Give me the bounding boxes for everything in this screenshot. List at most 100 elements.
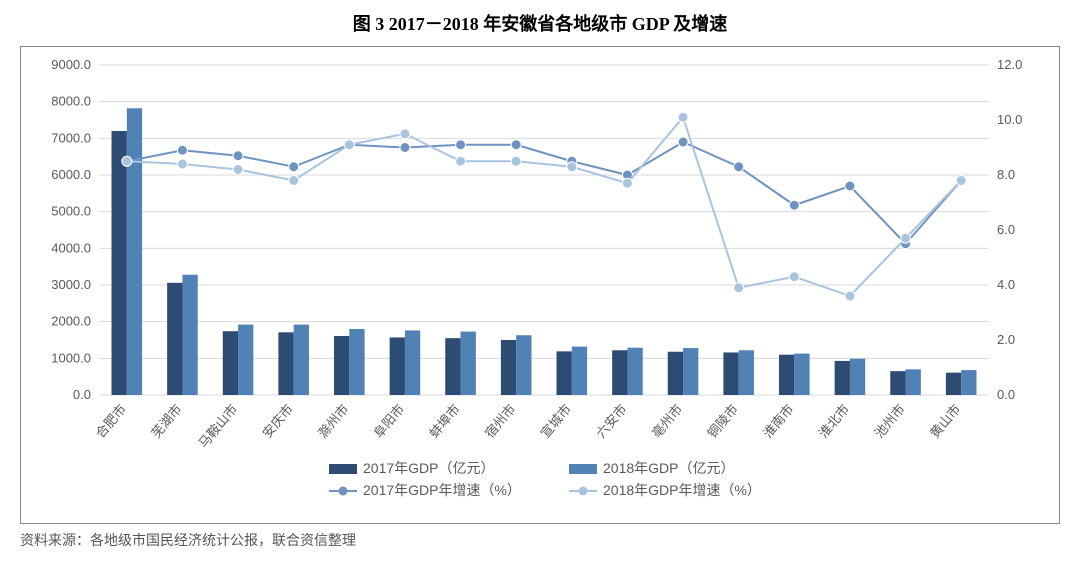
marker: [177, 159, 187, 169]
svg-text:10.0: 10.0: [997, 112, 1022, 127]
bar: [794, 354, 809, 395]
bar: [572, 347, 587, 395]
marker: [233, 151, 243, 161]
bar: [238, 325, 253, 395]
bar: [739, 350, 754, 395]
marker: [400, 129, 410, 139]
marker: [511, 140, 521, 150]
bar: [835, 361, 850, 395]
marker: [956, 176, 966, 186]
bar: [278, 332, 293, 395]
bar: [167, 283, 182, 395]
line-series: [127, 117, 961, 296]
bar: [127, 108, 142, 395]
svg-text:6.0: 6.0: [997, 222, 1015, 237]
marker: [289, 162, 299, 172]
bar: [182, 275, 197, 395]
bar: [390, 337, 405, 395]
marker: [789, 200, 799, 210]
svg-text:4.0: 4.0: [997, 277, 1015, 292]
marker: [456, 140, 466, 150]
bar: [516, 335, 531, 395]
bar: [946, 373, 961, 395]
svg-text:6000.0: 6000.0: [51, 167, 91, 182]
svg-text:2.0: 2.0: [997, 332, 1015, 347]
bar: [349, 329, 364, 395]
bar: [294, 325, 309, 395]
category-label: 宣城市: [538, 401, 575, 441]
svg-text:1000.0: 1000.0: [51, 350, 91, 365]
category-label: 池州市: [871, 401, 908, 441]
bar: [723, 352, 738, 395]
bar: [961, 370, 976, 395]
bar: [461, 332, 476, 395]
svg-text:2018年GDP（亿元）: 2018年GDP（亿元）: [603, 460, 734, 476]
category-label: 淮北市: [816, 401, 853, 441]
bar: [683, 348, 698, 395]
marker: [734, 162, 744, 172]
bar: [668, 352, 683, 395]
marker: [789, 272, 799, 282]
svg-text:3000.0: 3000.0: [51, 277, 91, 292]
bar: [445, 338, 460, 395]
category-label: 滁州市: [315, 401, 352, 441]
marker: [177, 145, 187, 155]
svg-text:8000.0: 8000.0: [51, 94, 91, 109]
category-label: 六安市: [593, 401, 630, 441]
marker: [400, 143, 410, 153]
category-label: 淮南市: [760, 401, 797, 441]
svg-text:9000.0: 9000.0: [51, 57, 91, 72]
bar: [779, 355, 794, 395]
chart-container: 0.0 1000.0 2000.0 3000.0 4000.0 5000.0 6000.0 7…: [20, 46, 1060, 524]
category-label: 亳州市: [649, 401, 686, 441]
bar: [627, 348, 642, 395]
category-label: 宿州市: [482, 401, 519, 441]
chart-title: 图 3 2017－2018 年安徽省各地级市 GDP 及增速: [20, 10, 1060, 36]
category-label: 芜湖市: [148, 401, 185, 441]
svg-text:0.0: 0.0: [73, 387, 91, 402]
category-label: 黄山市: [927, 401, 964, 441]
marker: [678, 137, 688, 147]
marker: [122, 156, 132, 166]
bar: [501, 340, 516, 395]
svg-text:5000.0: 5000.0: [51, 204, 91, 219]
svg-text:2000.0: 2000.0: [51, 314, 91, 329]
bar: [334, 336, 349, 395]
category-label: 蚌埠市: [426, 401, 463, 441]
marker: [344, 140, 354, 150]
marker: [456, 156, 466, 166]
source-note: 资料来源：各地级市国民经济统计公报，联合资信整理: [20, 530, 1060, 550]
svg-text:7000.0: 7000.0: [51, 130, 91, 145]
line-series: [127, 142, 961, 244]
svg-text:12.0: 12.0: [997, 57, 1022, 72]
category-label: 马鞍山市: [195, 401, 240, 450]
bar: [850, 359, 865, 395]
bar: [890, 371, 905, 395]
svg-text:2017年GDP年增速（%）: 2017年GDP年增速（%）: [363, 482, 521, 498]
marker: [622, 178, 632, 188]
bar: [405, 330, 420, 395]
marker: [233, 165, 243, 175]
marker: [845, 181, 855, 191]
category-label: 合肥市: [93, 401, 130, 441]
marker: [734, 283, 744, 293]
gdp-chart: 0.0 1000.0 2000.0 3000.0 4000.0 5000.0 6000.0 7…: [29, 55, 1049, 515]
marker: [901, 233, 911, 243]
marker: [289, 176, 299, 186]
svg-text:4000.0: 4000.0: [51, 240, 91, 255]
bar: [112, 131, 127, 395]
marker: [567, 162, 577, 172]
marker: [678, 112, 688, 122]
category-label: 阜阳市: [371, 401, 408, 441]
marker: [845, 291, 855, 301]
category-label: 铜陵市: [704, 401, 741, 441]
svg-text:8.0: 8.0: [997, 167, 1015, 182]
bar: [557, 351, 572, 395]
svg-text:2017年GDP（亿元）: 2017年GDP（亿元）: [363, 460, 494, 476]
bar: [223, 331, 238, 395]
svg-text:2018年GDP年增速（%）: 2018年GDP年增速（%）: [603, 482, 761, 498]
bar: [906, 369, 921, 395]
category-label: 安庆市: [259, 401, 296, 441]
bar: [612, 350, 627, 395]
marker: [511, 156, 521, 166]
